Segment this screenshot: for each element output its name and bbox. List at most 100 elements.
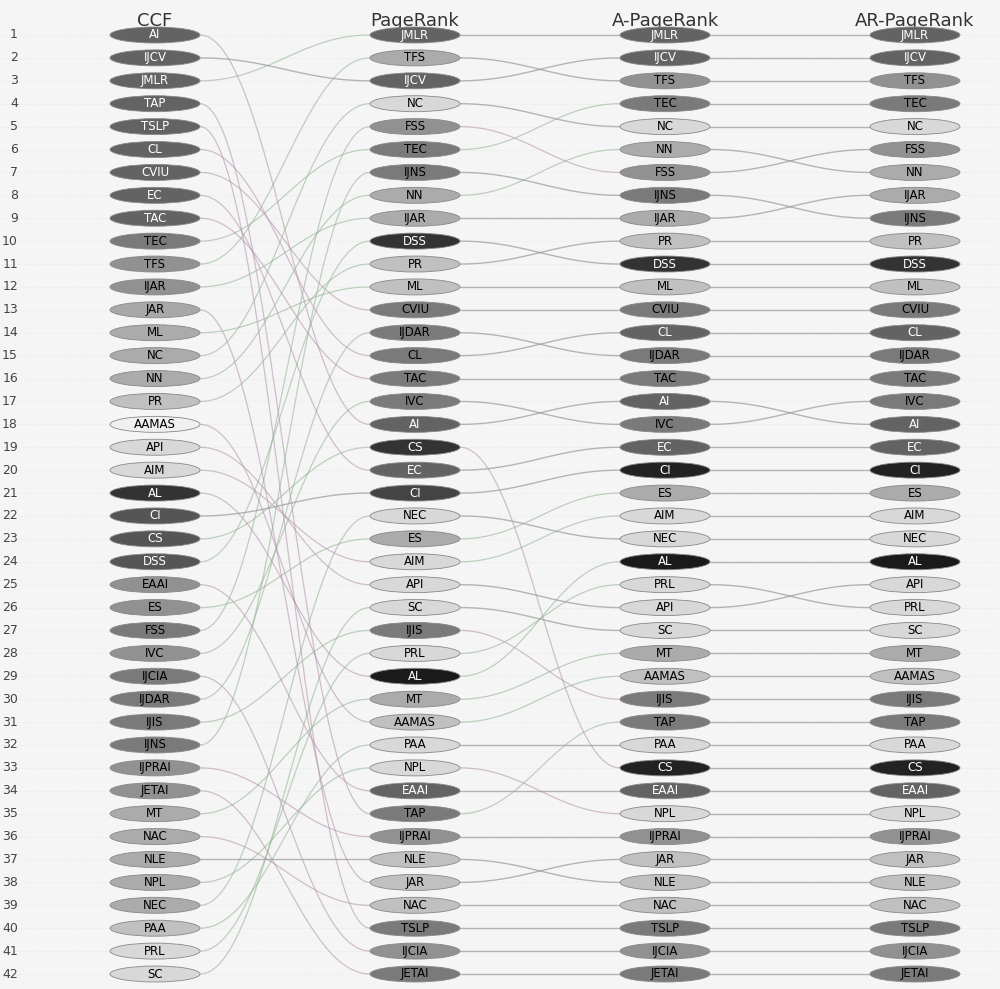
Ellipse shape — [110, 141, 200, 157]
Ellipse shape — [870, 508, 960, 524]
Ellipse shape — [870, 302, 960, 317]
Ellipse shape — [110, 669, 200, 684]
Ellipse shape — [110, 806, 200, 822]
Text: AIM: AIM — [404, 555, 426, 569]
Ellipse shape — [110, 302, 200, 317]
Text: DSS: DSS — [653, 257, 677, 271]
Text: JMLR: JMLR — [901, 29, 929, 42]
Text: PAA: PAA — [654, 739, 676, 752]
Text: TFS: TFS — [904, 74, 926, 87]
Text: 16: 16 — [2, 372, 18, 385]
Text: IJIS: IJIS — [656, 692, 674, 706]
Ellipse shape — [870, 187, 960, 204]
Text: PR: PR — [907, 234, 923, 247]
Ellipse shape — [620, 164, 710, 180]
Text: 14: 14 — [2, 326, 18, 339]
Ellipse shape — [110, 622, 200, 639]
Text: PRL: PRL — [904, 601, 926, 614]
Text: NN: NN — [656, 143, 674, 156]
Text: TSLP: TSLP — [901, 922, 929, 935]
Text: 10: 10 — [2, 234, 18, 247]
Ellipse shape — [370, 211, 460, 226]
Text: AIM: AIM — [144, 464, 166, 477]
Ellipse shape — [370, 806, 460, 822]
Text: ES: ES — [408, 532, 422, 545]
Ellipse shape — [870, 577, 960, 592]
Ellipse shape — [110, 187, 200, 204]
Ellipse shape — [370, 737, 460, 753]
Ellipse shape — [620, 852, 710, 867]
Ellipse shape — [870, 27, 960, 43]
Ellipse shape — [620, 119, 710, 135]
Text: PR: PR — [147, 395, 163, 407]
Ellipse shape — [110, 27, 200, 43]
Text: MT: MT — [906, 647, 924, 660]
Text: NN: NN — [146, 372, 164, 385]
Ellipse shape — [370, 141, 460, 157]
Text: AIM: AIM — [904, 509, 926, 522]
Ellipse shape — [370, 531, 460, 547]
Text: EAAI: EAAI — [651, 784, 679, 797]
Text: TAP: TAP — [904, 716, 926, 729]
Ellipse shape — [110, 714, 200, 730]
Text: 37: 37 — [2, 853, 18, 866]
Ellipse shape — [620, 27, 710, 43]
Text: JAR: JAR — [145, 304, 165, 316]
Ellipse shape — [110, 96, 200, 112]
Ellipse shape — [870, 73, 960, 89]
Text: IJDAR: IJDAR — [899, 349, 931, 362]
Ellipse shape — [370, 599, 460, 615]
Text: EC: EC — [407, 464, 423, 477]
Text: IJDAR: IJDAR — [649, 349, 681, 362]
Text: AI: AI — [409, 417, 421, 431]
Ellipse shape — [620, 966, 710, 982]
Text: 28: 28 — [2, 647, 18, 660]
Text: NAC: NAC — [653, 899, 677, 912]
Text: 13: 13 — [2, 304, 18, 316]
Ellipse shape — [110, 211, 200, 226]
Ellipse shape — [110, 394, 200, 409]
Ellipse shape — [620, 646, 710, 662]
Ellipse shape — [620, 187, 710, 204]
Text: IJCIA: IJCIA — [142, 670, 168, 682]
Text: CS: CS — [147, 532, 163, 545]
Ellipse shape — [370, 73, 460, 89]
Text: PAA: PAA — [144, 922, 166, 935]
Ellipse shape — [370, 669, 460, 684]
Ellipse shape — [110, 164, 200, 180]
Text: IJDAR: IJDAR — [399, 326, 431, 339]
Ellipse shape — [370, 96, 460, 112]
Text: IJPRAI: IJPRAI — [899, 830, 931, 843]
Ellipse shape — [370, 622, 460, 639]
Ellipse shape — [110, 233, 200, 249]
Ellipse shape — [870, 531, 960, 547]
Ellipse shape — [370, 462, 460, 478]
Ellipse shape — [110, 829, 200, 845]
Text: TFS: TFS — [654, 74, 676, 87]
Text: 19: 19 — [2, 441, 18, 454]
Text: JAR: JAR — [655, 853, 675, 866]
Ellipse shape — [870, 782, 960, 799]
Ellipse shape — [870, 96, 960, 112]
Text: 32: 32 — [2, 739, 18, 752]
Text: NPL: NPL — [904, 807, 926, 820]
Ellipse shape — [110, 852, 200, 867]
Ellipse shape — [370, 874, 460, 890]
Ellipse shape — [110, 897, 200, 913]
Text: FSS: FSS — [904, 143, 926, 156]
Ellipse shape — [870, 920, 960, 937]
Text: SC: SC — [407, 601, 423, 614]
Ellipse shape — [370, 302, 460, 317]
Ellipse shape — [870, 599, 960, 615]
Ellipse shape — [620, 324, 710, 341]
Ellipse shape — [870, 279, 960, 295]
Text: IJCIA: IJCIA — [402, 944, 428, 957]
Text: IJAR: IJAR — [144, 281, 166, 294]
Text: 24: 24 — [2, 555, 18, 569]
Ellipse shape — [370, 829, 460, 845]
Text: NLE: NLE — [904, 876, 926, 889]
Text: IVC: IVC — [905, 395, 925, 407]
Ellipse shape — [370, 394, 460, 409]
Text: 26: 26 — [2, 601, 18, 614]
Ellipse shape — [110, 371, 200, 387]
